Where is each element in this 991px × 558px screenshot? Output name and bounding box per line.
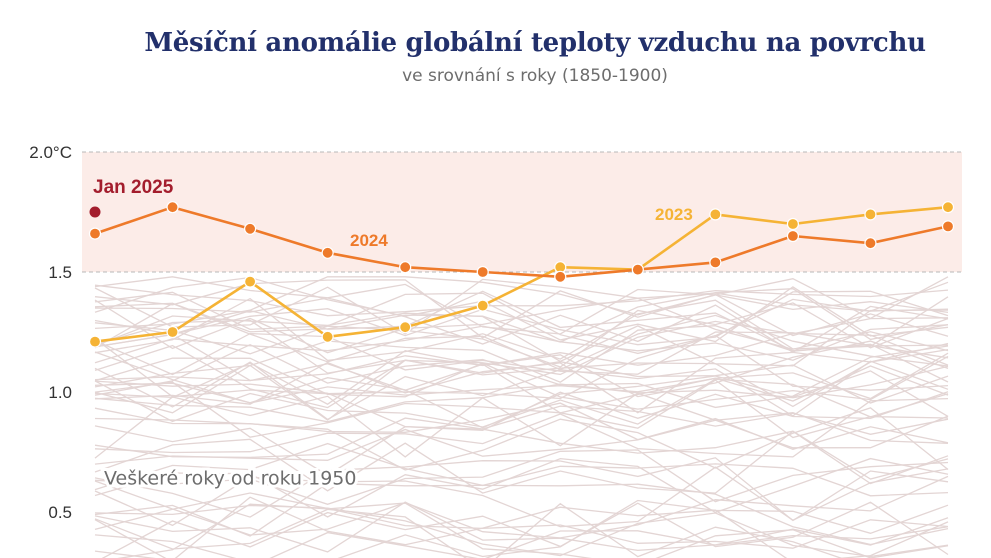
- data-point-2023: [166, 325, 179, 339]
- background-year-line: [94, 370, 949, 429]
- background-year-line: [94, 296, 949, 362]
- background-year-line: [94, 407, 949, 471]
- background-year-line: [94, 492, 949, 549]
- background-year-line: [94, 276, 949, 335]
- data-point-2024: [476, 265, 489, 279]
- background-year-line: [94, 360, 949, 421]
- data-point-2023: [709, 208, 722, 221]
- background-year-line: [94, 317, 949, 376]
- data-point-2023: [88, 335, 102, 348]
- data-point-2024: [243, 222, 257, 235]
- background-year-line: [94, 449, 949, 505]
- data-point-2023: [321, 330, 334, 343]
- background-year-line: [94, 430, 949, 494]
- background-year-line: [94, 496, 949, 558]
- background-year-line: [94, 502, 843, 558]
- background-year-line: [94, 501, 949, 553]
- label-jan-2025: Jan 2025: [93, 177, 174, 198]
- background-year-line: [94, 442, 949, 497]
- background-year-line: [94, 457, 949, 518]
- data-point-2024: [554, 270, 567, 283]
- background-year-line: [94, 276, 949, 343]
- data-point-2024: [631, 263, 644, 276]
- background-year-line: [94, 343, 949, 409]
- background-year-line: [94, 334, 949, 400]
- background-year-line: [94, 290, 949, 346]
- chart-title: Měsíční anomálie globální teploty vzduch…: [144, 28, 926, 58]
- data-point-2024: [88, 227, 102, 240]
- data-point-2024: [864, 237, 877, 250]
- background-year-line: [94, 279, 949, 339]
- y-tick-label: 1.0: [48, 383, 72, 402]
- background-year-line: [94, 332, 949, 382]
- background-year-line: [94, 379, 949, 439]
- data-point-2023: [864, 208, 877, 221]
- data-point-2023: [476, 299, 489, 312]
- background-year-line: [94, 519, 949, 558]
- label-2024: 2024: [350, 231, 388, 250]
- background-year-line: [94, 457, 949, 522]
- y-tick-label: 2.0°C: [29, 143, 72, 162]
- background-year-line: [94, 288, 949, 343]
- background-year-line: [94, 475, 949, 539]
- background-year-line: [94, 324, 949, 364]
- background-year-line: [94, 466, 949, 528]
- chart-subtitle: ve srovnání s roky (1850-1900): [402, 66, 668, 86]
- series-layer: [88, 201, 955, 348]
- y-tick-label: 0.5: [48, 503, 72, 522]
- data-point-2024: [399, 261, 412, 274]
- background-year-line: [94, 276, 949, 330]
- background-years-lines: Veškeré roky od roku 1950: [94, 276, 949, 558]
- series-labels: Jan 2025 2024 2023: [93, 177, 693, 250]
- background-year-line: [94, 365, 949, 423]
- series-line-2023: [94, 205, 949, 343]
- data-point-2023: [399, 321, 412, 334]
- background-year-line: [94, 415, 949, 465]
- background-year-line: [94, 342, 949, 409]
- background-label: Veškeré roky od roku 1950: [104, 467, 356, 489]
- data-point-jan-2025: [89, 206, 101, 218]
- data-point-2024: [941, 220, 955, 233]
- data-point-2023: [786, 217, 800, 231]
- background-year-line: [94, 302, 949, 371]
- y-tick-label: 1.5: [48, 263, 72, 282]
- target-band: [82, 152, 962, 272]
- data-point-2024: [709, 256, 722, 269]
- data-point-2024: [321, 246, 334, 259]
- series-line-2024: [94, 205, 949, 279]
- background-year-line: [117, 502, 949, 558]
- data-point-2024: [786, 229, 800, 243]
- data-point-2023: [941, 201, 955, 214]
- background-year-line: [94, 425, 949, 480]
- data-point-2023: [243, 275, 257, 288]
- background-year-line: [94, 378, 949, 428]
- data-point-2024: [166, 201, 179, 214]
- background-year-line: [94, 278, 949, 335]
- label-2023: 2023: [655, 205, 693, 224]
- y-axis-ticks: 2.0°C 1.5 1.0 0.5: [29, 143, 72, 522]
- background-year-line: [94, 290, 949, 352]
